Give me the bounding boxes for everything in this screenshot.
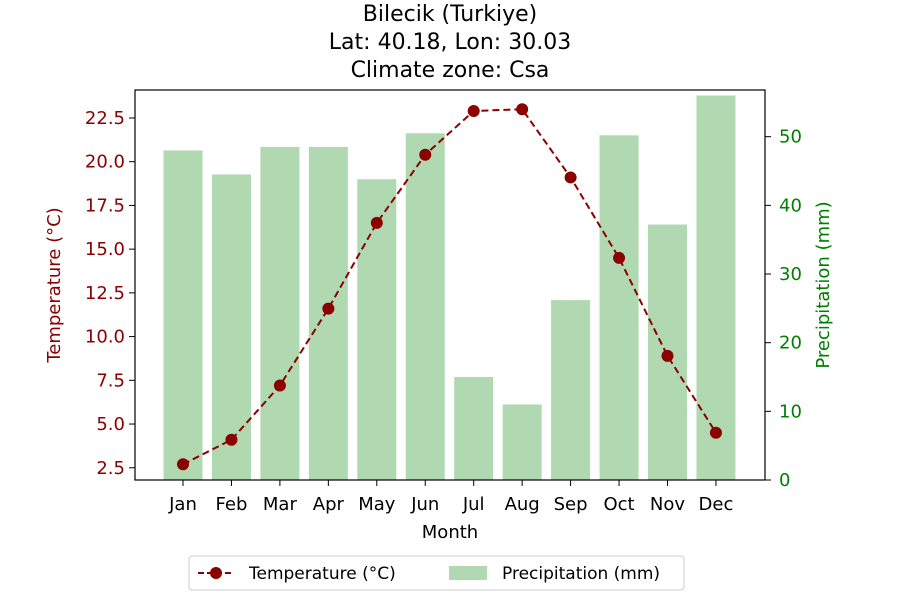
right-y-tick-label: 20 bbox=[779, 333, 802, 354]
temperature-point-feb bbox=[225, 433, 238, 446]
left-y-tick-label: 7.5 bbox=[96, 370, 125, 391]
precipitation-bar-feb bbox=[211, 174, 251, 480]
precipitation-bars bbox=[163, 95, 736, 481]
x-tick-label-jun: Jun bbox=[410, 494, 439, 515]
title-line-2: Lat: 40.18, Lon: 30.03 bbox=[329, 30, 571, 55]
left-y-tick-label: 5.0 bbox=[96, 414, 125, 435]
precipitation-bar-may bbox=[357, 179, 397, 480]
temperature-point-aug bbox=[516, 103, 529, 116]
left-y-tick-label: 22.5 bbox=[85, 108, 125, 129]
right-y-tick-label: 0 bbox=[779, 470, 790, 491]
x-axis: Jan Feb Mar Apr May Jun Jul Aug Sep Oct Nov Dec bbox=[168, 480, 733, 515]
precipitation-bar-jun bbox=[405, 133, 445, 480]
x-tick-label-oct: Oct bbox=[603, 494, 634, 515]
right-y-tick-label: 40 bbox=[779, 195, 802, 216]
right-axis-label: Precipitation (mm) bbox=[813, 201, 834, 368]
temperature-point-may bbox=[370, 216, 383, 229]
temperature-point-mar bbox=[273, 379, 286, 392]
plot-frame bbox=[134, 89, 766, 481]
x-tick-label-mar: Mar bbox=[263, 494, 298, 515]
left-y-tick-label: 12.5 bbox=[85, 283, 125, 304]
temperature-line bbox=[177, 103, 722, 471]
title-line-1: Bilecik (Turkiye) bbox=[363, 2, 537, 27]
temperature-point-jan bbox=[177, 458, 189, 471]
x-tick-label-sep: Sep bbox=[554, 494, 588, 515]
temperature-point-oct bbox=[613, 251, 626, 264]
legend-precipitation-swatch bbox=[449, 566, 487, 580]
left-y-tick-label: 17.5 bbox=[85, 195, 125, 216]
x-tick-label-dec: Dec bbox=[699, 494, 734, 515]
precipitation-bar-mar bbox=[260, 146, 300, 480]
x-tick-label-may: May bbox=[358, 494, 396, 515]
right-y-tick-label: 50 bbox=[779, 127, 802, 148]
precipitation-bar-dec bbox=[696, 95, 736, 481]
precipitation-bar-jan bbox=[163, 150, 203, 480]
left-y-tick-label: 10.0 bbox=[85, 327, 125, 348]
legend-temperature-marker bbox=[210, 567, 222, 579]
temperature-point-apr bbox=[322, 302, 335, 315]
x-tick-label-jul: Jul bbox=[462, 494, 485, 515]
right-y-axis: 0 10 20 30 40 50 bbox=[765, 127, 802, 491]
right-y-tick-label: 30 bbox=[779, 264, 802, 285]
x-tick-label-nov: Nov bbox=[650, 494, 685, 515]
legend-box bbox=[188, 555, 685, 591]
left-y-tick-label: 20.0 bbox=[85, 152, 125, 173]
temperature-point-jun bbox=[419, 148, 432, 161]
precipitation-bar-oct bbox=[599, 135, 639, 480]
title-line-3: Climate zone: Csa bbox=[351, 58, 550, 83]
precipitation-bar-jul bbox=[454, 377, 494, 480]
left-y-tick-label: 15.0 bbox=[85, 239, 125, 260]
x-tick-label-aug: Aug bbox=[505, 494, 540, 515]
x-axis-label: Month bbox=[422, 522, 478, 543]
legend-temperature-label: Temperature (°C) bbox=[248, 564, 396, 584]
right-y-tick-label: 10 bbox=[779, 401, 802, 422]
temperature-point-dec bbox=[709, 426, 722, 439]
left-axis-label: Temperature (°C) bbox=[44, 207, 65, 363]
left-y-tick-label: 2.5 bbox=[96, 458, 125, 479]
precipitation-bar-sep bbox=[551, 300, 591, 480]
x-tick-label-jan: Jan bbox=[168, 494, 197, 515]
legend-precipitation-label: Precipitation (mm) bbox=[502, 564, 660, 584]
legend: Temperature (°C) Precipitation (mm) bbox=[188, 555, 685, 591]
temperature-point-nov bbox=[661, 349, 674, 362]
chart-title: Bilecik (Turkiye) Lat: 40.18, Lon: 30.03… bbox=[329, 2, 571, 83]
x-tick-label-feb: Feb bbox=[216, 494, 248, 515]
temperature-series-line bbox=[182, 108, 717, 466]
temperature-point-jul bbox=[467, 104, 480, 117]
x-tick-label-apr: Apr bbox=[313, 494, 345, 515]
precipitation-bar-aug bbox=[502, 404, 542, 480]
left-y-axis: 2.5 5.0 7.5 10.0 12.5 15.0 17.5 20.0 22.5 bbox=[85, 108, 135, 479]
temperature-point-sep bbox=[564, 171, 577, 184]
